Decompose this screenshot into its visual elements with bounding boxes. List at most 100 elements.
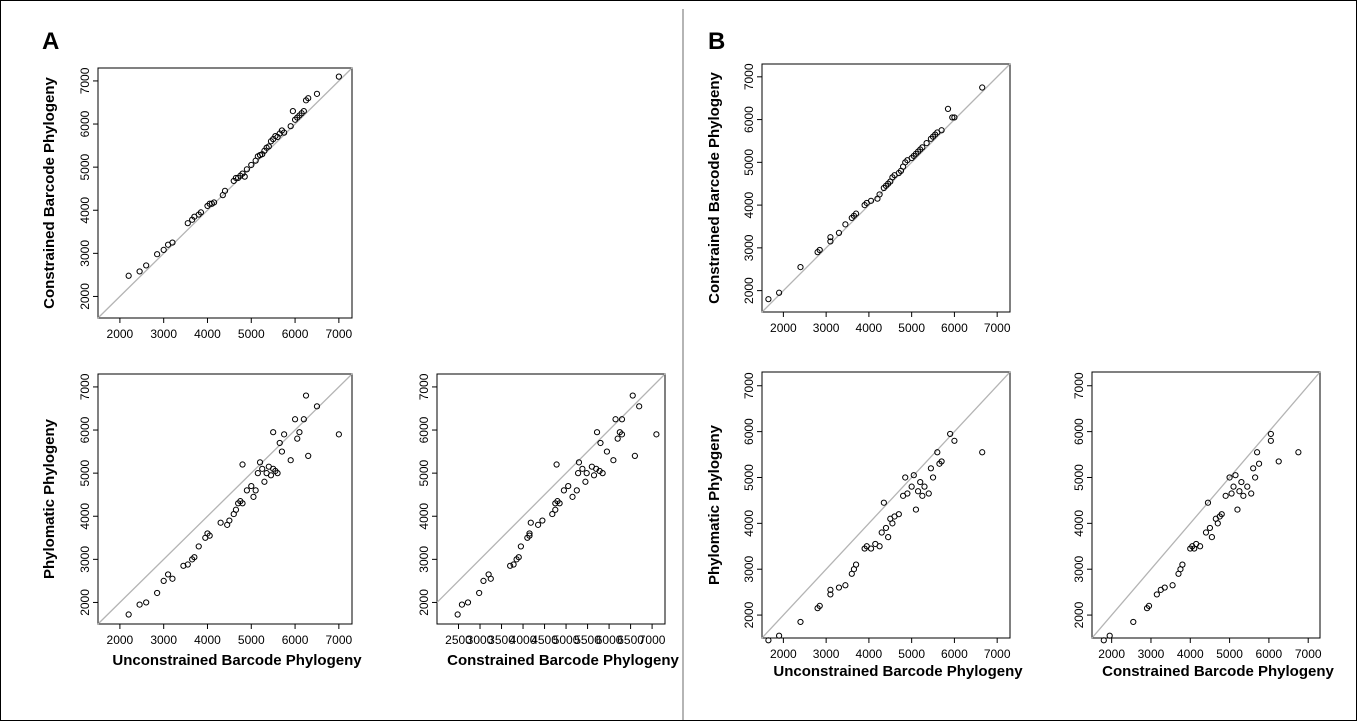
reference-line-a3 bbox=[436, 373, 666, 603]
data-point bbox=[487, 575, 494, 582]
data-point bbox=[582, 478, 589, 485]
y-tick-label: 5000 bbox=[1072, 464, 1086, 491]
y-tick-label: 3000 bbox=[1072, 556, 1086, 583]
x-tick-label: 6000 bbox=[282, 327, 309, 341]
x-tick-label: 4000 bbox=[1177, 647, 1204, 661]
data-point bbox=[184, 561, 191, 568]
data-point bbox=[1248, 490, 1255, 497]
y-tick-label: 6000 bbox=[742, 418, 756, 445]
data-point bbox=[1295, 449, 1302, 456]
y-tick-label: 7000 bbox=[78, 373, 92, 400]
x-tick-label: 4000 bbox=[194, 327, 221, 341]
data-point bbox=[629, 392, 636, 399]
data-point bbox=[136, 268, 143, 275]
data-point bbox=[265, 143, 272, 150]
x-tick-label: 4000 bbox=[194, 633, 221, 647]
data-point bbox=[867, 545, 875, 552]
x-tick-label: 3000 bbox=[150, 633, 177, 647]
data-point bbox=[1255, 460, 1263, 467]
data-point bbox=[302, 392, 310, 399]
data-point bbox=[464, 599, 472, 606]
x-tick-label: 2000 bbox=[107, 633, 134, 647]
data-point bbox=[226, 517, 233, 524]
data-point bbox=[590, 472, 598, 479]
data-point bbox=[1106, 632, 1113, 639]
data-point bbox=[776, 289, 783, 296]
data-point bbox=[912, 506, 920, 513]
data-point bbox=[164, 571, 172, 578]
y-tick-label: 6000 bbox=[78, 416, 92, 443]
data-point bbox=[597, 439, 604, 447]
data-point bbox=[256, 459, 264, 466]
data-point bbox=[579, 465, 586, 472]
y-tick-label: 4000 bbox=[1072, 510, 1086, 537]
data-point bbox=[527, 519, 534, 526]
data-point bbox=[281, 431, 288, 438]
data-point bbox=[852, 561, 860, 568]
x-tick-label: 7000 bbox=[1295, 647, 1322, 661]
y-tick-label: 5000 bbox=[742, 464, 756, 491]
y-tick-label: 7000 bbox=[78, 67, 92, 94]
x-tick-label: 4500 bbox=[531, 633, 558, 647]
data-point bbox=[842, 221, 849, 228]
y-tick-label: 4000 bbox=[78, 503, 92, 530]
data-point bbox=[910, 472, 917, 479]
data-point bbox=[560, 487, 568, 494]
y-tick-label: 2000 bbox=[78, 283, 92, 310]
data-point bbox=[480, 577, 487, 584]
data-point bbox=[206, 532, 213, 539]
data-point bbox=[1208, 534, 1215, 541]
data-point bbox=[261, 478, 268, 485]
data-point bbox=[160, 246, 167, 253]
data-point bbox=[248, 482, 255, 490]
data-point bbox=[1206, 524, 1214, 532]
x-tick-label: 4000 bbox=[856, 647, 883, 661]
data-point bbox=[1238, 478, 1245, 486]
reference-line-b2 bbox=[761, 371, 1011, 639]
data-point bbox=[243, 487, 250, 494]
y-axis-title-b1: Constrained Barcode Phylogeny bbox=[706, 71, 723, 303]
data-point bbox=[287, 457, 294, 464]
reference-line-a2 bbox=[97, 373, 353, 625]
data-point bbox=[526, 530, 533, 537]
x-tick-label: 2500 bbox=[445, 633, 472, 647]
x-tick-label: 5000 bbox=[898, 647, 925, 661]
data-point bbox=[252, 487, 259, 494]
y-tick-label: 3000 bbox=[417, 546, 431, 573]
data-point bbox=[835, 229, 843, 236]
data-point bbox=[1228, 490, 1235, 497]
x-axis-title-b2: Unconstrained Barcode Phylogeny bbox=[773, 663, 1023, 680]
data-point bbox=[305, 95, 312, 102]
x-tick-label: 4000 bbox=[856, 321, 883, 335]
data-point bbox=[287, 123, 294, 130]
data-point bbox=[556, 500, 563, 507]
data-point bbox=[1161, 584, 1168, 591]
x-tick-label: 2000 bbox=[770, 321, 797, 335]
x-tick-label: 7000 bbox=[984, 647, 1011, 661]
data-point bbox=[515, 554, 522, 561]
data-point bbox=[951, 114, 958, 121]
data-point bbox=[250, 493, 257, 500]
data-point bbox=[1244, 483, 1251, 490]
data-point bbox=[335, 73, 342, 80]
data-point bbox=[914, 488, 922, 495]
x-tick-label: 3000 bbox=[813, 647, 840, 661]
y-tick-label: 4000 bbox=[78, 197, 92, 224]
data-point bbox=[1252, 474, 1259, 481]
data-point bbox=[1153, 591, 1160, 598]
x-tick-label: 3000 bbox=[813, 321, 840, 335]
x-tick-label: 2000 bbox=[1098, 647, 1125, 661]
data-point bbox=[618, 416, 626, 423]
data-point bbox=[259, 465, 266, 472]
y-tick-label: 7000 bbox=[1072, 372, 1086, 399]
data-point bbox=[549, 510, 556, 518]
data-point bbox=[300, 108, 307, 115]
data-point bbox=[243, 166, 250, 173]
data-point bbox=[510, 561, 517, 568]
panel-divider bbox=[682, 9, 684, 720]
x-tick-label: 7000 bbox=[326, 327, 353, 341]
data-point bbox=[949, 114, 956, 121]
data-point bbox=[895, 511, 902, 518]
x-tick-label: 5000 bbox=[238, 327, 265, 341]
